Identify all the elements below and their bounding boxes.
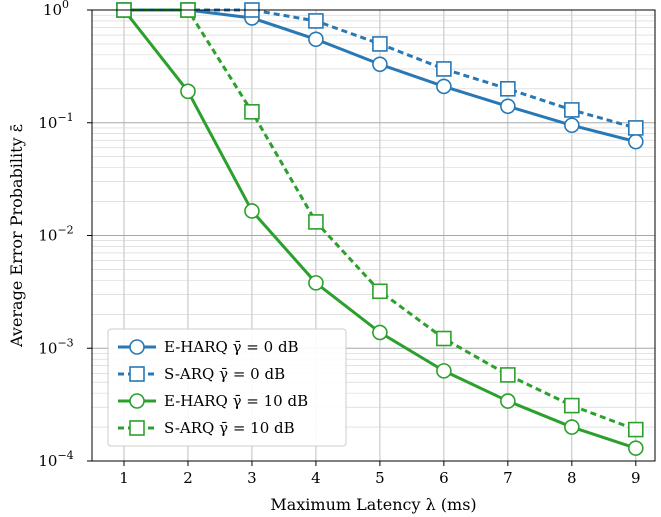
- x-tick-label: 1: [119, 469, 129, 487]
- data-point: [564, 397, 580, 414]
- y-tick-label: 10−2: [38, 224, 73, 245]
- legend: E-HARQ γ̄ = 0 dB S-ARQ γ̄ = 0 dB E-HARQ γ̄…: [107, 328, 347, 447]
- legend-label: S-ARQ γ̄ = 10 dB: [164, 419, 295, 437]
- legend-marker: [129, 393, 145, 409]
- y-tick-label: 10−1: [38, 111, 73, 132]
- series-layer: [116, 2, 644, 456]
- x-tick-label: 6: [439, 469, 449, 487]
- y-tick-label: 100: [43, 0, 69, 19]
- data-point: [500, 81, 516, 97]
- x-axis-title: Maximum Latency λ (ms): [270, 495, 476, 514]
- data-point: [628, 133, 644, 150]
- data-point: [628, 440, 644, 456]
- data-point: [564, 102, 580, 118]
- data-point: [372, 56, 388, 73]
- data-point: [500, 367, 516, 383]
- x-tick-label: 5: [375, 469, 385, 487]
- data-point: [500, 393, 516, 409]
- data-point: [244, 104, 260, 120]
- data-point: [436, 61, 452, 77]
- legend-marker: [129, 420, 145, 436]
- legend-marker: [129, 366, 145, 382]
- data-point: [372, 324, 388, 341]
- y-tick-label: 10−3: [38, 336, 73, 357]
- x-tick-label: 9: [631, 469, 641, 487]
- series-4: [116, 2, 644, 438]
- data-point: [436, 330, 452, 347]
- data-point: [372, 283, 388, 300]
- x-tick-label: 2: [183, 469, 193, 487]
- ticks: 1 2 3 4 5 6 7 8 9 100 10−1 10−2 10−3 10−4: [38, 0, 640, 487]
- data-point: [244, 203, 260, 219]
- x-tick-label: 3: [247, 469, 257, 487]
- data-point: [180, 83, 196, 100]
- data-point: [628, 120, 644, 136]
- data-point: [564, 419, 580, 435]
- legend-label: E-HARQ γ̄ = 10 dB: [164, 392, 308, 410]
- data-point: [372, 36, 388, 52]
- y-axis-title: Average Error Probability ε̄: [7, 124, 26, 348]
- data-point: [436, 363, 452, 379]
- data-point: [308, 214, 324, 230]
- legend-marker: [129, 339, 145, 355]
- data-point: [628, 421, 644, 438]
- x-tick-label: 8: [567, 469, 577, 487]
- data-point: [308, 31, 324, 48]
- data-point: [500, 98, 516, 115]
- data-point: [436, 78, 452, 95]
- legend-label: E-HARQ γ̄ = 0 dB: [164, 338, 299, 356]
- data-point: [308, 13, 324, 29]
- x-tick-label: 4: [311, 469, 321, 487]
- legend-box: [107, 328, 347, 447]
- data-point: [308, 275, 324, 291]
- data-point: [564, 117, 580, 134]
- legend-label: S-ARQ γ̄ = 0 dB: [164, 365, 285, 383]
- y-tick-label: 10−4: [38, 449, 73, 470]
- x-tick-label: 7: [503, 469, 513, 487]
